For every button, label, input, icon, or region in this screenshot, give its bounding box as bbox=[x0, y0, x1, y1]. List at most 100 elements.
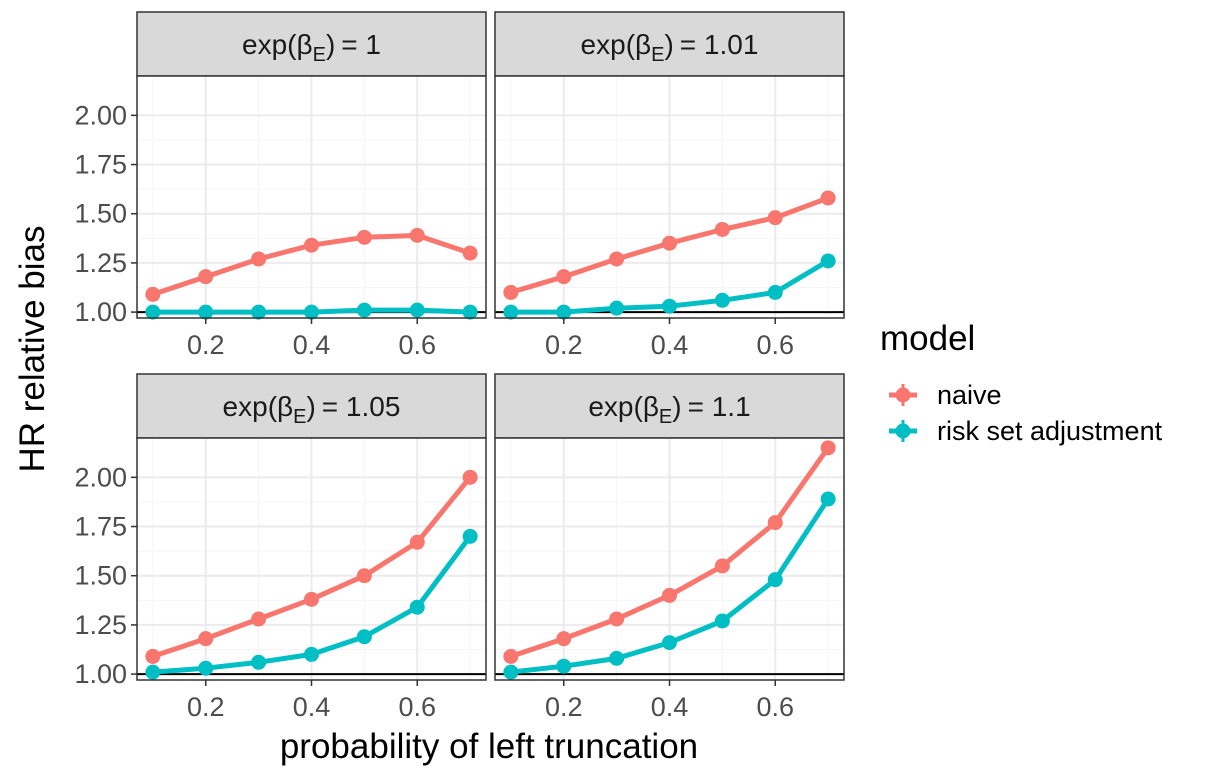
x-tick-label: 0.4 bbox=[651, 330, 689, 360]
data-point bbox=[662, 587, 677, 603]
data-point bbox=[198, 631, 214, 647]
facet-panels: exp(βE) = 1 1.00 1.25 1.50 1.75 2.00 0.2 0.4 0.6 e… bbox=[74, 11, 845, 722]
facet-strip-label: exp(βE) = 1 bbox=[242, 29, 381, 66]
data-point bbox=[767, 515, 783, 531]
data-point bbox=[609, 251, 625, 267]
strip-value: = 1.05 bbox=[322, 391, 401, 422]
strip-symbol: β bbox=[277, 391, 293, 422]
data-point bbox=[556, 658, 572, 674]
strip-subscript: E bbox=[651, 44, 664, 66]
y-tick-label: 1.25 bbox=[74, 248, 127, 278]
facet-strip-label: exp(βE) = 1.05 bbox=[223, 391, 401, 428]
data-point bbox=[304, 304, 319, 320]
facet-strip-label: exp(βE) = 1.1 bbox=[588, 391, 750, 428]
data-point bbox=[409, 534, 425, 550]
legend-label: risk set adjustment bbox=[937, 416, 1163, 446]
y-tick-label: 2.00 bbox=[74, 462, 127, 492]
strip-prefix: exp( bbox=[223, 391, 278, 422]
strip-symbol: β bbox=[643, 391, 659, 422]
x-tick-label: 0.2 bbox=[545, 692, 583, 722]
y-tick-label: 1.50 bbox=[74, 561, 127, 591]
legend-item-risk-set-adjustment: risk set adjustment bbox=[889, 416, 1163, 446]
data-point bbox=[145, 304, 161, 320]
y-tick-label: 1.75 bbox=[74, 512, 127, 542]
data-point bbox=[556, 304, 572, 320]
strip-prefix: exp( bbox=[581, 29, 636, 60]
data-point bbox=[356, 629, 372, 645]
legend-item-naive: naive bbox=[889, 380, 1002, 410]
x-tick-label: 0.2 bbox=[545, 330, 583, 360]
data-point bbox=[609, 650, 625, 666]
strip-subscript: E bbox=[313, 44, 326, 66]
data-point bbox=[503, 304, 519, 320]
legend-key-point bbox=[895, 423, 911, 439]
strip-symbol: β bbox=[635, 29, 651, 60]
x-tick-label: 0.2 bbox=[187, 692, 225, 722]
data-point bbox=[662, 235, 677, 251]
data-point bbox=[356, 229, 372, 245]
data-point bbox=[145, 664, 161, 680]
data-point bbox=[767, 572, 783, 588]
y-tick-label: 1.25 bbox=[74, 610, 127, 640]
facet-strip bbox=[136, 373, 487, 439]
data-point bbox=[251, 654, 267, 670]
data-point bbox=[820, 253, 836, 269]
strip-close: ) bbox=[306, 391, 315, 422]
strip-close: ) bbox=[326, 29, 335, 60]
x-tick-label: 0.6 bbox=[398, 692, 436, 722]
facet-panel-1: exp(βE) = 1 1.00 1.25 1.50 1.75 2.00 0.2 0.4 0.6 bbox=[74, 11, 487, 360]
y-tick-label: 1.00 bbox=[74, 297, 127, 327]
x-tick-label: 0.4 bbox=[651, 692, 689, 722]
data-point bbox=[462, 469, 478, 485]
data-point bbox=[409, 599, 425, 615]
x-axis-title: probability of left truncation bbox=[280, 727, 698, 766]
data-point bbox=[198, 269, 214, 285]
y-axis-title: HR relative bias bbox=[13, 225, 52, 472]
strip-value: = 1.1 bbox=[688, 391, 751, 422]
data-point bbox=[820, 190, 836, 206]
x-tick-label: 0.2 bbox=[187, 330, 225, 360]
x-tick-label: 0.6 bbox=[756, 330, 794, 360]
y-tick-label: 2.00 bbox=[74, 100, 127, 130]
data-point bbox=[503, 664, 519, 680]
x-tick-label: 0.6 bbox=[398, 330, 436, 360]
data-point bbox=[714, 221, 730, 237]
data-point bbox=[304, 646, 319, 662]
strip-value: = 1.01 bbox=[680, 29, 759, 60]
x-tick-label: 0.4 bbox=[293, 692, 331, 722]
facet-strip bbox=[494, 11, 845, 77]
data-point bbox=[304, 237, 319, 253]
data-point bbox=[556, 631, 572, 647]
data-point bbox=[662, 635, 677, 651]
data-point bbox=[409, 227, 425, 243]
x-tick-label: 0.6 bbox=[756, 692, 794, 722]
facet-strip bbox=[494, 373, 845, 439]
data-point bbox=[251, 611, 267, 627]
data-point bbox=[409, 302, 425, 318]
strip-prefix: exp( bbox=[588, 391, 643, 422]
data-point bbox=[556, 269, 572, 285]
data-point bbox=[662, 298, 677, 314]
data-point bbox=[198, 304, 214, 320]
facet-strip bbox=[136, 11, 487, 77]
data-point bbox=[714, 292, 730, 308]
strip-close: ) bbox=[664, 29, 673, 60]
legend-label: naive bbox=[937, 380, 1002, 410]
y-tick-label: 1.75 bbox=[74, 150, 127, 180]
data-point bbox=[304, 591, 319, 607]
data-point bbox=[714, 613, 730, 629]
data-point bbox=[820, 491, 836, 507]
legend-title: model bbox=[880, 319, 975, 358]
facet-strip-label: exp(βE) = 1.01 bbox=[581, 29, 759, 66]
data-point bbox=[462, 304, 478, 320]
data-point bbox=[251, 304, 267, 320]
strip-symbol: β bbox=[296, 29, 312, 60]
data-point bbox=[356, 568, 372, 584]
strip-subscript: E bbox=[659, 406, 672, 428]
data-point bbox=[609, 611, 625, 627]
data-point bbox=[503, 648, 519, 664]
data-point bbox=[609, 300, 625, 316]
legend-key-point bbox=[895, 387, 911, 403]
y-tick-label: 1.00 bbox=[74, 659, 127, 689]
